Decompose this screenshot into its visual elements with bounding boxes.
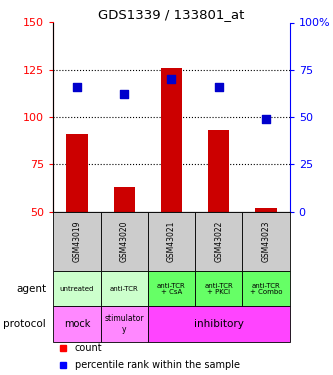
Text: agent: agent bbox=[16, 284, 46, 294]
Bar bbox=[208, 130, 229, 212]
Point bbox=[263, 116, 269, 122]
Text: percentile rank within the sample: percentile rank within the sample bbox=[75, 360, 239, 370]
Text: count: count bbox=[75, 343, 102, 353]
Bar bbox=[101, 212, 148, 271]
Bar bbox=[195, 271, 242, 306]
Bar bbox=[148, 212, 195, 271]
Text: GSM43022: GSM43022 bbox=[214, 221, 223, 262]
Bar bbox=[101, 306, 148, 342]
Bar bbox=[114, 187, 135, 212]
Text: inhibitory: inhibitory bbox=[194, 319, 244, 329]
Text: anti-TCR: anti-TCR bbox=[110, 286, 139, 292]
Title: GDS1339 / 133801_at: GDS1339 / 133801_at bbox=[98, 8, 245, 21]
Bar bbox=[195, 212, 242, 271]
Bar bbox=[53, 306, 101, 342]
Bar bbox=[242, 271, 290, 306]
Bar bbox=[53, 212, 101, 271]
Bar bbox=[161, 68, 182, 212]
Text: anti-TCR
+ CsA: anti-TCR + CsA bbox=[157, 282, 186, 295]
Point bbox=[169, 76, 174, 82]
Text: GSM43021: GSM43021 bbox=[167, 221, 176, 262]
Text: GSM43019: GSM43019 bbox=[72, 221, 82, 262]
Text: anti-TCR
+ Combo: anti-TCR + Combo bbox=[250, 282, 282, 295]
Point bbox=[74, 84, 80, 90]
Bar bbox=[148, 271, 195, 306]
Text: GSM43020: GSM43020 bbox=[120, 221, 129, 262]
Text: protocol: protocol bbox=[3, 319, 46, 329]
Bar bbox=[66, 134, 88, 212]
Bar bbox=[101, 271, 148, 306]
Bar bbox=[148, 306, 290, 342]
Text: untreated: untreated bbox=[60, 286, 94, 292]
Point bbox=[216, 84, 221, 90]
Bar bbox=[53, 271, 101, 306]
Text: mock: mock bbox=[64, 319, 90, 329]
Point bbox=[122, 92, 127, 98]
Text: GSM43023: GSM43023 bbox=[261, 221, 271, 262]
Bar bbox=[255, 208, 277, 212]
Text: stimulator
y: stimulator y bbox=[105, 314, 144, 334]
Text: anti-TCR
+ PKCi: anti-TCR + PKCi bbox=[204, 282, 233, 295]
Bar bbox=[242, 212, 290, 271]
